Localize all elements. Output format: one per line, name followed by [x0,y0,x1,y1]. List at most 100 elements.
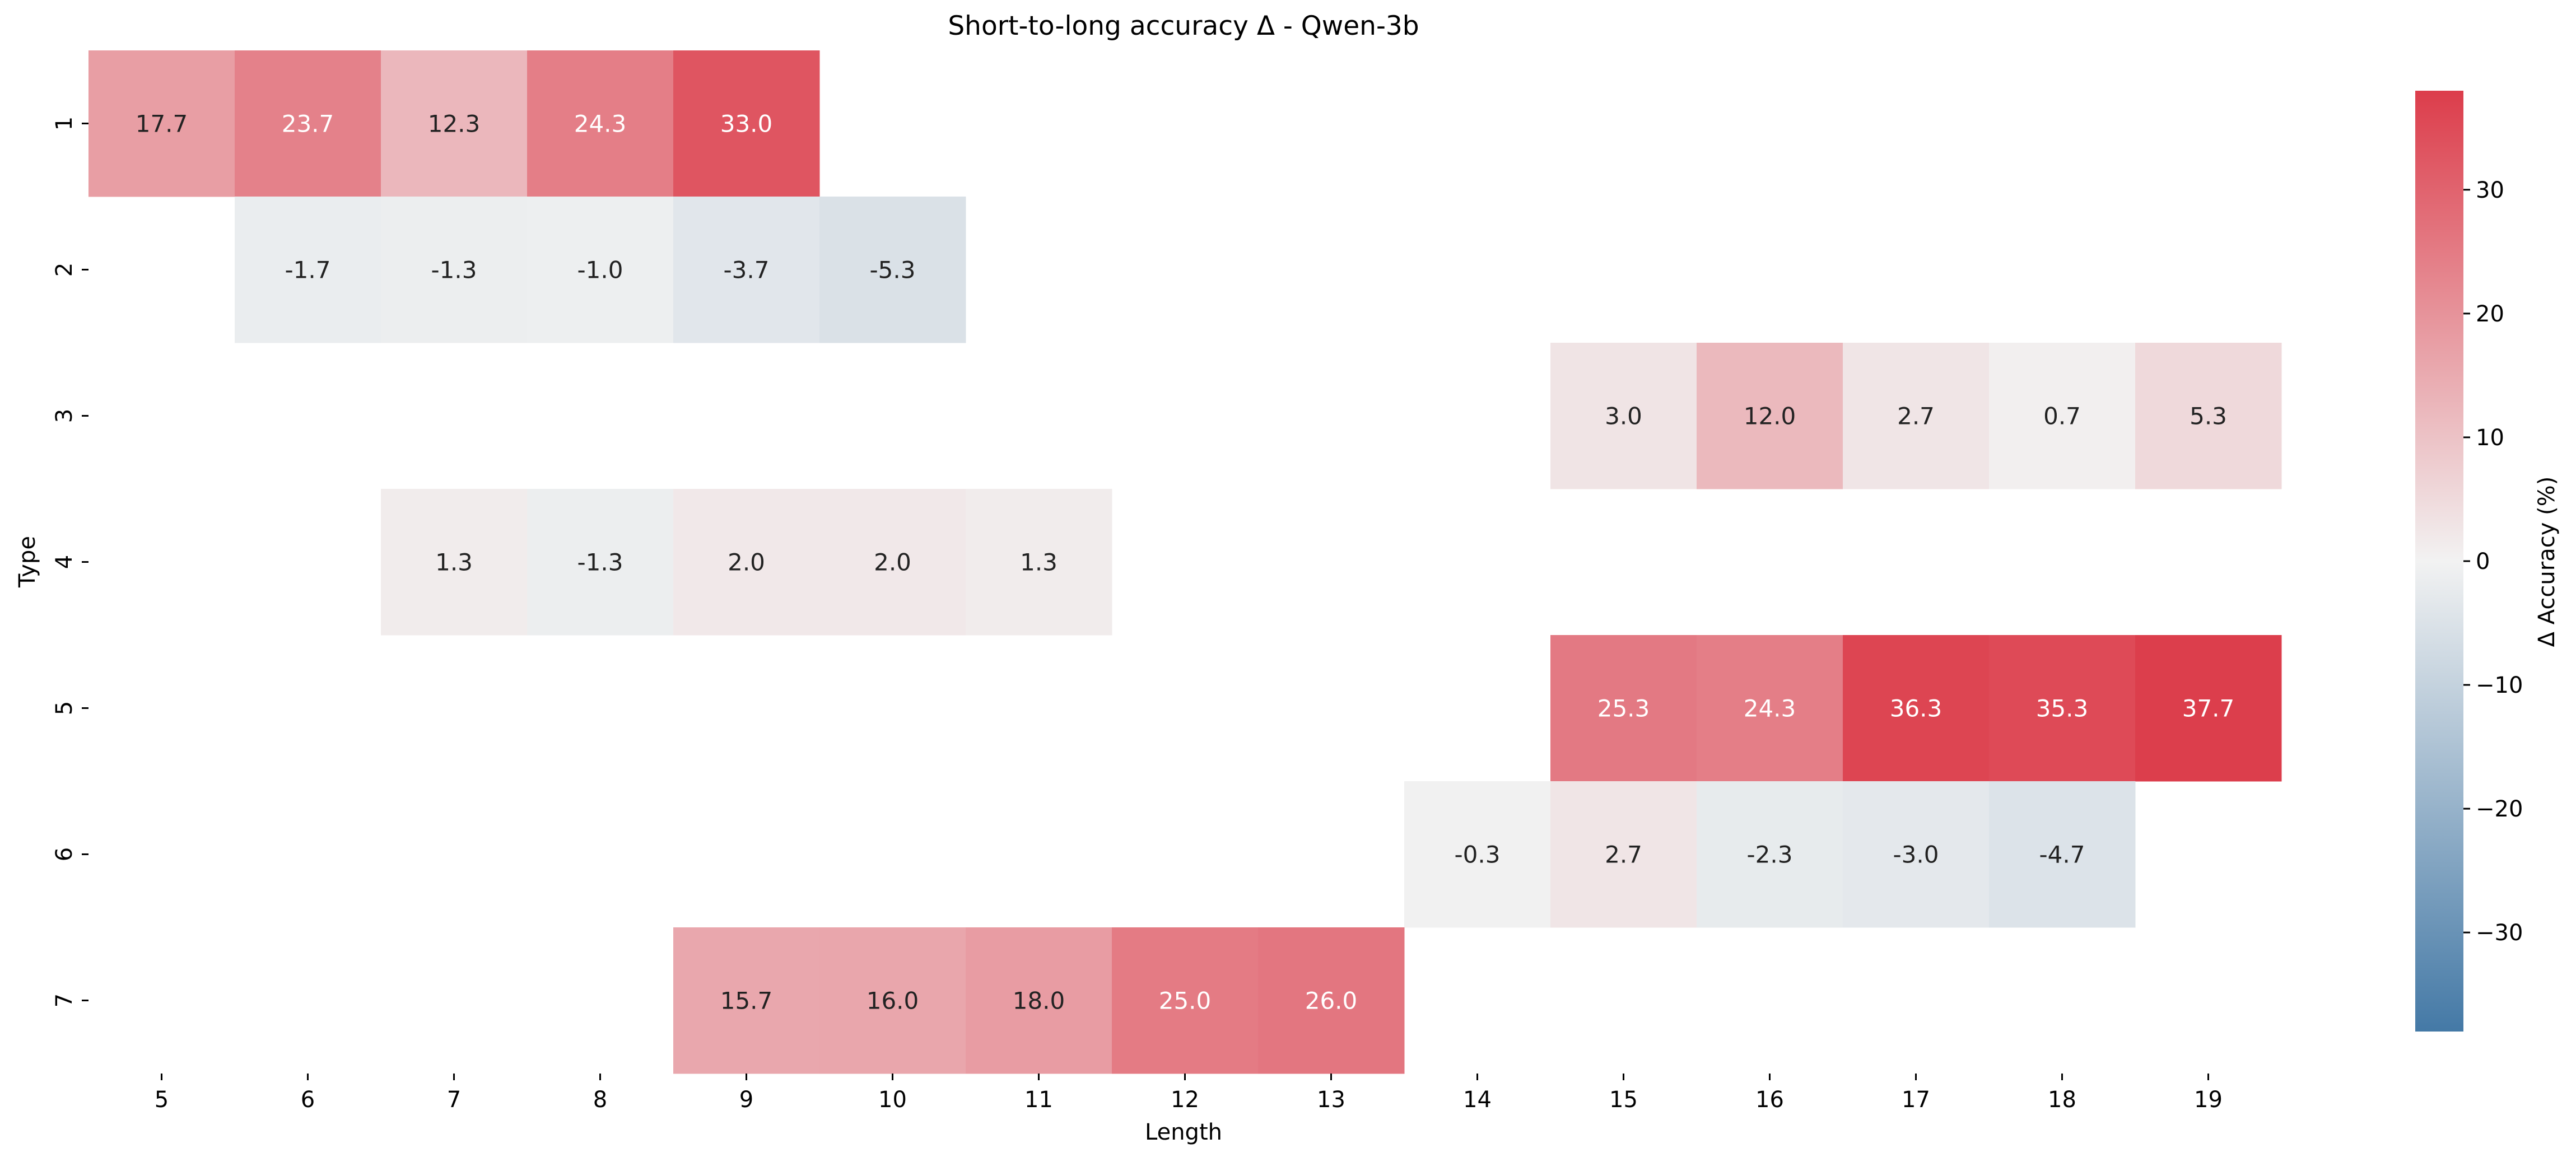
heatmap-cell [1843,781,1990,928]
cell-value-label: -5.3 [870,256,916,284]
cell-value-label: 16.0 [867,987,919,1015]
colorbar-tick-label: −30 [2476,920,2523,946]
x-tick-label: 7 [447,1087,461,1113]
heatmap-cell [966,927,1112,1074]
y-tick-label: 3 [52,409,77,423]
heatmap-cell [1843,635,1990,782]
heatmap-cell [1550,343,1697,489]
y-tick-label: 7 [52,993,77,1007]
y-tick-label: 6 [52,847,77,861]
cell-value-label: 18.0 [1013,987,1065,1015]
heatmap-cell [1404,781,1551,928]
cell-value-label: 17.7 [136,110,188,138]
heatmap-cell [88,50,235,197]
heatmap-cell [1258,927,1405,1074]
heatmap-cell [1550,635,1697,782]
cell-value-label: 15.7 [720,987,773,1015]
x-tick-label: 13 [1317,1087,1345,1113]
cell-value-label: 33.0 [720,110,773,138]
heatmap-cell [1697,343,1843,489]
heatmap-cell [1550,781,1697,928]
heatmap-cell [527,50,674,197]
x-tick-label: 19 [2194,1087,2223,1113]
heatmap-cell [819,927,966,1074]
cell-value-label: 12.0 [1744,403,1796,430]
cell-value-label: 37.7 [2182,695,2235,722]
x-tick-label: 6 [301,1087,315,1113]
x-axis-label: Length [1145,1119,1222,1145]
heatmap-cell [381,489,528,636]
x-tick-label: 12 [1171,1087,1199,1113]
heatmap-cell [2135,343,2282,489]
x-tick-label: 15 [1609,1087,1638,1113]
cell-value-label: 25.0 [1159,987,1212,1015]
heatmap-cell [527,197,674,343]
heatmap-cell [1112,927,1259,1074]
cell-value-label: 23.7 [282,110,334,138]
cell-value-label: 0.7 [2043,403,2081,430]
x-tick-label: 18 [2048,1087,2076,1113]
heatmap-cell [1989,635,2136,782]
heatmap-cell [673,197,820,343]
cell-value-label: 12.3 [428,110,481,138]
heatmap-cell [819,489,966,636]
y-tick-label: 5 [52,701,77,715]
colorbar-label: Δ Accuracy (%) [2534,477,2560,647]
heatmap-cell [673,927,820,1074]
cell-value-label: 26.0 [1305,987,1358,1015]
colorbar-tick-label: 0 [2476,549,2490,575]
cell-value-label: 36.3 [1890,695,1943,722]
x-tick-label: 9 [739,1087,753,1113]
y-tick-label: 1 [52,116,77,130]
cell-value-label: 25.3 [1597,695,1650,722]
heatmap-cells: 17.7 23.7 12.3 24.3 33.0 -1.7 -1.3 -1.0 -3.7 -5.3… [88,50,2282,1074]
heatmap-cell [673,50,820,197]
x-tick-label: 10 [878,1087,907,1113]
x-tick-label: 8 [593,1087,607,1113]
colorbar [2415,91,2463,1032]
cell-value-label: 3.0 [1605,403,1642,430]
heatmap-cell [235,197,381,343]
heatmap-cell [2135,635,2282,782]
colorbar-tick-label: 20 [2476,301,2504,327]
cell-value-label: -1.3 [431,256,477,284]
y-axis-label: Type [15,536,40,588]
cell-value-label: -2.3 [1747,841,1793,869]
heatmap-cell [1697,635,1843,782]
y-tick-label: 2 [52,263,77,277]
heatmap-cell [1843,343,1990,489]
cell-value-label: 2.7 [1897,403,1935,430]
cell-value-label: -1.3 [577,549,623,576]
cell-value-label: 5.3 [2190,403,2227,430]
cell-value-label: -0.3 [1455,841,1501,869]
heatmap-cell [673,489,820,636]
chart-title: Short-to-long accuracy Δ - Qwen-3b [948,11,1419,41]
heatmap-cell [381,197,528,343]
x-tick-label: 5 [155,1087,169,1113]
cell-value-label: -1.0 [577,256,623,284]
heatmap-cell [1989,343,2136,489]
heatmap-cell [235,50,381,197]
cell-value-label: -4.7 [2039,841,2085,869]
x-tick-label: 14 [1463,1087,1492,1113]
cell-value-label: 1.3 [1020,549,1058,576]
x-tick-label: 11 [1024,1087,1053,1113]
cell-value-label: 24.3 [1744,695,1796,722]
cell-value-label: -3.7 [724,256,770,284]
x-axis-ticks: 5 6 7 8 9 10 11 12 13 14 15 16 17 18 19 [155,1074,2223,1113]
cell-value-label: 2.7 [1605,841,1642,869]
y-axis-ticks: 1 2 3 4 5 6 7 [52,116,88,1007]
cell-value-label: 1.3 [435,549,473,576]
y-tick-label: 4 [52,555,77,569]
heatmap-cell [527,489,674,636]
colorbar-ticks: −30 −20 −10 0 10 20 30 [2463,178,2523,946]
x-tick-label: 17 [1902,1087,1930,1113]
cell-value-label: 2.0 [874,549,911,576]
cell-value-label: 24.3 [574,110,627,138]
heatmap-cell [1697,781,1843,928]
cell-value-label: 2.0 [728,549,765,576]
cell-value-label: 35.3 [2036,695,2089,722]
heatmap-cell [819,197,966,343]
heatmap-cell [1989,781,2136,928]
